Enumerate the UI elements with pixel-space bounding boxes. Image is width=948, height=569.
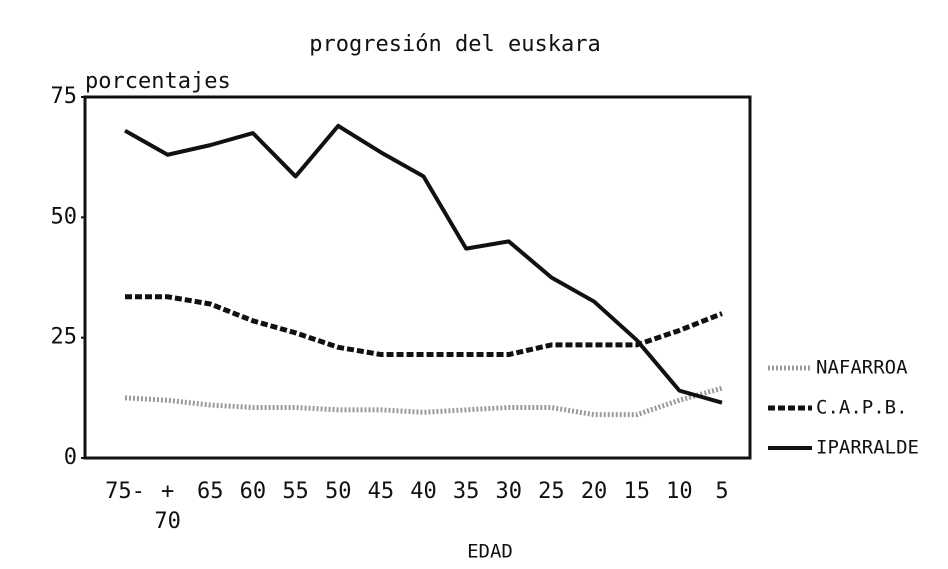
plot-frame <box>83 95 752 460</box>
series-line <box>124 123 723 405</box>
y-tick-label: 75 <box>51 84 78 109</box>
chart-title: progresión del euskara <box>309 32 600 57</box>
series-line <box>125 294 723 358</box>
x-tick-label: 30 <box>496 479 523 504</box>
legend-label: NAFARROA <box>816 357 908 379</box>
y-tick-label: 50 <box>51 204 78 229</box>
y-axis-label: porcentajes <box>85 69 231 94</box>
y-tick-label: 0 <box>64 445 77 470</box>
x-tick-label: 50 <box>325 479 352 504</box>
x-tick-label: 40 <box>410 479 437 504</box>
x-tick-label: 25 <box>538 479 565 504</box>
x-tick-label: +70 <box>154 479 181 534</box>
y-tick-label: 25 <box>51 325 78 350</box>
x-tick-label: 55 <box>282 479 309 504</box>
x-tick-label: 5 <box>715 479 728 504</box>
x-tick-label: 60 <box>240 479 267 504</box>
x-tick-label: 35 <box>453 479 480 504</box>
series-line <box>124 385 723 418</box>
x-tick-label: 20 <box>581 479 608 504</box>
x-tick-label: 10 <box>666 479 693 504</box>
x-tick-label: 65 <box>197 479 224 504</box>
x-tick-label: 45 <box>368 479 395 504</box>
x-axis-label: EDAD <box>467 541 513 563</box>
legend-label: IPARRALDE <box>816 437 919 459</box>
legend-label: C.A.P.B. <box>816 397 908 419</box>
x-tick-label: 15 <box>623 479 650 504</box>
x-tick-label: 75- <box>105 479 145 504</box>
